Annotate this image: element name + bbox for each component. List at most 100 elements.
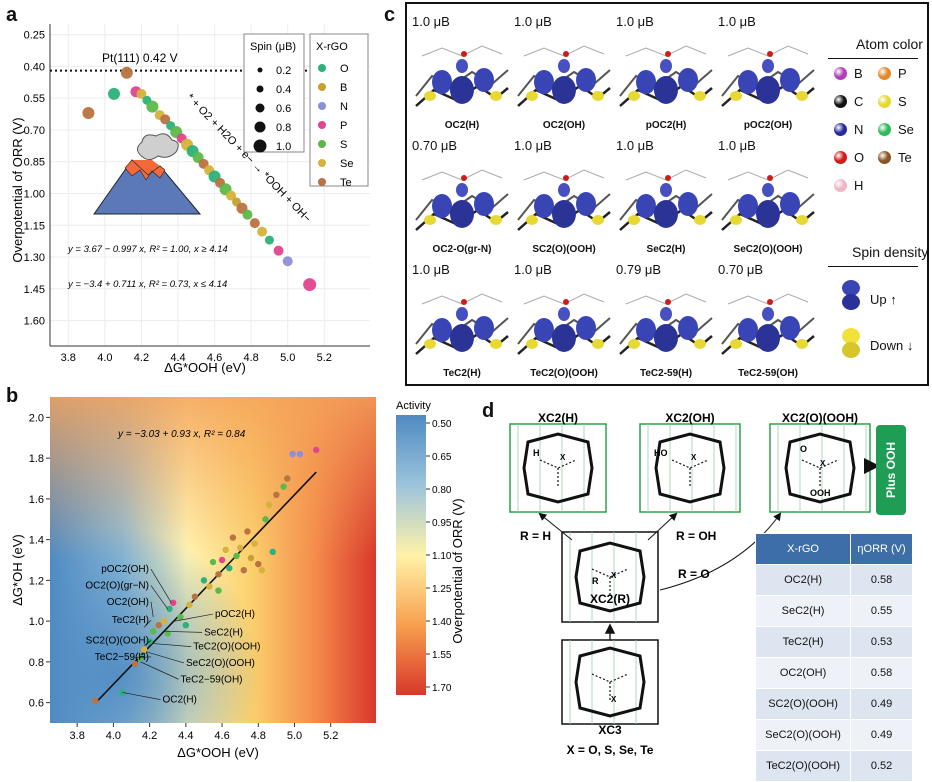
structure-render <box>616 150 716 242</box>
y-tick-label: 1.2 <box>29 575 44 587</box>
atom-x-mark-top1: X <box>560 453 566 462</box>
data-point-Te <box>155 622 162 629</box>
data-point-S <box>209 558 217 566</box>
chart-b-axes: 3.8 4.0 4.2 4.4 4.6 4.8 5.0 5.2 0.6 0.8 1.0 1.2 1.4 1… <box>29 412 339 742</box>
data-point-O <box>226 564 233 572</box>
data-point-N <box>296 450 304 458</box>
annotation-label: TeC2−59(H) <box>95 652 149 663</box>
group-color-dot <box>318 178 326 186</box>
fit-line-label-2: y = −3.4 + 0.711 x, R² = 0.73, x ≤ 4.14 <box>67 279 227 290</box>
group-color-dot <box>318 64 326 72</box>
structure-spin-moment: 1.0 μB <box>514 14 552 29</box>
xc3-structure <box>561 639 659 725</box>
annotation-label: OC2(OH) <box>107 597 149 608</box>
x-tick-label: 3.8 <box>61 352 76 364</box>
spin-density-structure <box>517 169 611 231</box>
table-row: OC2(OH) 0.58 <box>754 657 913 689</box>
structure-render <box>514 274 614 366</box>
atom-label: S <box>898 94 907 109</box>
table-cell-name: TeC2(H) <box>754 626 852 658</box>
y-tick-label: 1.4 <box>29 535 44 547</box>
annotation-leader <box>140 661 179 680</box>
data-point-Te <box>229 534 237 541</box>
colorbar-tick-label: 1.10 <box>432 551 452 562</box>
atom-legend-item: Te <box>878 150 912 165</box>
atom-x-mark-bottom: X <box>611 695 617 704</box>
spin-size-label: 0.8 <box>276 122 291 134</box>
x-tick-label: 4.4 <box>178 730 193 742</box>
structure-render <box>718 274 818 366</box>
data-point-S <box>177 613 184 621</box>
ring-bonds <box>591 673 629 702</box>
chart-b-ylabel: ΔG*OH (eV) <box>10 534 25 606</box>
table-row: SC2(O)(OOH) 0.49 <box>754 688 913 720</box>
atom-label: Te <box>898 150 912 165</box>
atom-label: C <box>854 94 864 109</box>
spin-density-panel <box>405 2 929 386</box>
group-label: O <box>340 63 349 75</box>
spin-density-structure <box>517 293 611 355</box>
fit-line-label-1: y = 3.67 − 0.997 x, R² = 1.00, x ≥ 4.14 <box>67 244 228 255</box>
y-tick-label: 2.0 <box>29 412 44 424</box>
xc2h-title: XC2(H) <box>538 411 578 425</box>
atom-x-mark-top2: X <box>691 453 697 462</box>
spin-density-structure <box>415 169 509 231</box>
table-cell-value: 0.58 <box>850 657 913 689</box>
colorbar-tick-label: 1.70 <box>432 683 452 694</box>
data-point-S <box>233 552 240 560</box>
data-point-B <box>247 554 255 562</box>
annotation-leader <box>150 569 172 603</box>
group-label: N <box>340 101 348 113</box>
y-tick-label: 1.00 <box>24 188 45 200</box>
data-point-Se <box>222 546 229 554</box>
structure-label: TeC2(O)(OOH) <box>530 368 598 379</box>
data-point-Te <box>120 66 133 79</box>
group-label: Te <box>340 177 352 189</box>
atom-label: Se <box>898 122 914 137</box>
ring-bonds <box>591 568 629 597</box>
table-header-row: X-rGO ηORR (V) <box>754 533 913 565</box>
spin-size-dot <box>253 139 267 153</box>
table-cell-name: SeC2(O)(OOH) <box>754 719 852 751</box>
group-label: S <box>340 139 347 151</box>
data-point-N <box>289 450 296 458</box>
structure-label: OC2(OH) <box>542 120 586 131</box>
data-point-S <box>242 209 253 220</box>
atom-r-mark: R <box>592 576 599 586</box>
structure-label: SeC2(H) <box>646 244 686 255</box>
r-equals-o-label: R = O <box>678 567 710 581</box>
ring-bonds <box>671 459 709 488</box>
structure-label: TeC2-59(OH) <box>738 368 798 379</box>
colorbar-label: Overpotential of ORR (V) <box>450 498 465 643</box>
structure-label: TeC2(H) <box>443 368 481 379</box>
structure-label: OC2-O(gr-N) <box>432 244 492 255</box>
spin-size-dot <box>255 103 265 113</box>
colorbar-tick-label: 1.40 <box>432 617 452 628</box>
structure-label: TeC2-59(H) <box>639 368 693 379</box>
structure-spin-moment: 1.0 μB <box>616 14 654 29</box>
atom-legend-item: C <box>834 94 863 109</box>
spin-density-structure <box>721 169 815 231</box>
data-point-S <box>146 100 159 113</box>
spin-legend-title: Spin (μB) <box>250 41 296 53</box>
data-point-O <box>269 548 276 556</box>
data-point-Se <box>258 566 266 574</box>
atom-legend-item: S <box>878 94 907 109</box>
y-tick-label: 0.85 <box>24 157 45 169</box>
spin-size-dot <box>256 85 264 93</box>
y-tick-label: 1.60 <box>24 316 45 328</box>
table-cell-value: 0.55 <box>850 595 913 627</box>
table-row: TeC2(H) 0.53 <box>754 626 913 658</box>
to-xc2h-arrow <box>538 512 573 541</box>
annotation-label: TeC2(O)(OOH) <box>193 642 260 653</box>
atom-color-swatch <box>834 123 847 136</box>
data-point-Se <box>265 501 273 509</box>
spin-up-label: Up ↑ <box>870 292 897 307</box>
data-point-Se <box>136 88 147 99</box>
plus-ooh-label: Plus OOH <box>884 441 899 499</box>
annotation-leader <box>122 692 161 700</box>
xc2h-structure <box>509 423 607 513</box>
spin-size-label: 0.4 <box>276 84 291 96</box>
spin-size-label: 0.2 <box>276 65 291 77</box>
y-tick-label: 1.45 <box>24 284 45 296</box>
